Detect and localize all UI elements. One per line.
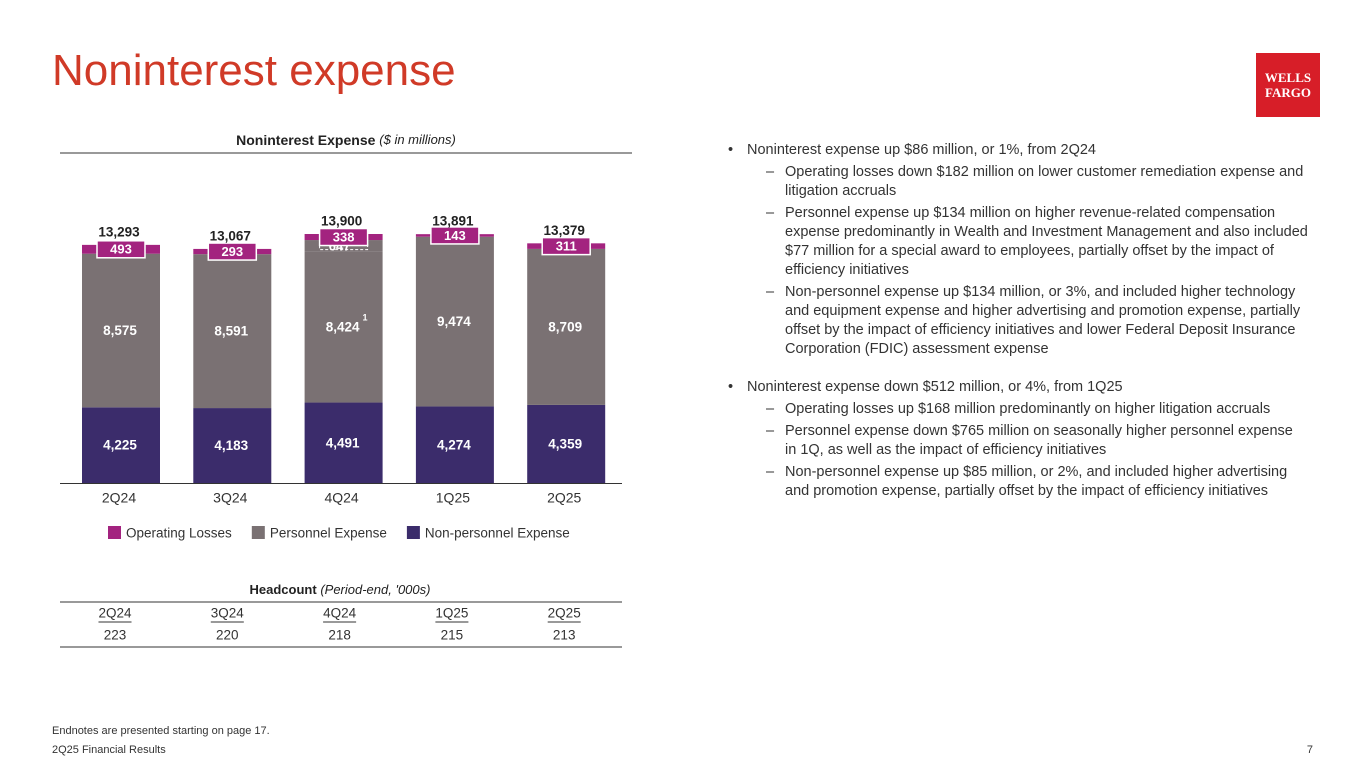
value-label: 8,575 (103, 323, 137, 338)
chart-title: Noninterest Expense ($ in millions) (236, 132, 456, 148)
value-label-box (430, 226, 480, 245)
table-cell: 213 (553, 628, 576, 643)
sub-bullet-text: Operating losses down $182 million on lo… (785, 164, 1304, 199)
chart-title-main: Noninterest Expense (236, 132, 375, 148)
value-label: 338 (333, 229, 355, 244)
value-label: 4,274 (437, 437, 471, 452)
logo: WELLS FARGO (1256, 53, 1320, 117)
x-tick-label: 3Q24 (213, 490, 247, 506)
table-cell: 218 (328, 628, 351, 643)
sub-bullet: Non-personnel expense up $134 million, o… (766, 283, 1308, 359)
value-label: 293 (221, 244, 243, 259)
logo-text: FARGO (1265, 85, 1311, 100)
legend-swatch (406, 526, 420, 539)
table-cell: 223 (104, 628, 127, 643)
headcount-title-main: Headcount (250, 582, 318, 597)
bar-segment (193, 254, 272, 409)
value-label: 4,225 (103, 438, 137, 453)
value-label-box (541, 236, 591, 256)
table-header: 1Q25 (435, 606, 468, 621)
footer-doc: 2Q25 Financial Results (52, 744, 166, 756)
x-tick-label: 1Q25 (436, 490, 470, 506)
logo-text: WELLS (1264, 70, 1312, 85)
bar-segment (304, 251, 383, 403)
total-label: 13,900 (321, 214, 362, 229)
value-label-box (96, 240, 146, 259)
value-label: 143 (444, 228, 466, 243)
total-label: 13,891 (432, 214, 474, 229)
value-label-box (207, 242, 258, 261)
bar-segment (527, 404, 606, 483)
value-label: 4,359 (548, 437, 582, 452)
sub-bullet-text: Personnel expense up $134 million on hig… (785, 205, 1308, 278)
bullet-list: Noninterest expense up $86 million, or 1… (728, 141, 1308, 520)
sub-bullet: Personnel expense up $134 million on hig… (766, 204, 1308, 280)
table-cell: 215 (441, 628, 464, 643)
sub-bullet: Personnel expense down $765 million on s… (766, 422, 1308, 460)
sub-bullet-text: Non-personnel expense up $85 million, or… (785, 464, 1288, 499)
value-label: 9,474 (437, 314, 471, 329)
bar-segment (304, 402, 383, 483)
value-label: 493 (110, 242, 132, 257)
legend-swatch (108, 526, 121, 539)
value-label: 311 (556, 239, 577, 254)
value-label: 8,424 (326, 320, 360, 335)
table-header: 4Q24 (323, 606, 357, 621)
total-label: 13,293 (98, 224, 140, 239)
sub-bullet: Operating losses up $168 million predomi… (766, 400, 1308, 419)
legend-label: Operating Losses (126, 526, 232, 541)
bar-segment (415, 406, 494, 483)
legend-swatch (251, 526, 265, 539)
bullet-text: Noninterest expense up $86 million, or 1… (747, 142, 1096, 158)
value-label: 4,491 (326, 435, 360, 450)
bar-segment (415, 236, 494, 407)
x-tick-label: 2Q25 (547, 490, 581, 506)
legend-label: Non-personnel Expense (425, 526, 570, 541)
sub-bullet: Operating losses down $182 million on lo… (766, 163, 1308, 201)
chart-subtitle: ($ in millions) (379, 132, 456, 147)
sub-bullet-text: Non-personnel expense up $134 million, o… (785, 284, 1301, 357)
sub-bullet: Non-personnel expense up $85 million, or… (766, 463, 1308, 501)
total-label: 13,067 (210, 228, 251, 243)
bullet: Noninterest expense up $86 million, or 1… (728, 141, 1308, 359)
table-header: 3Q24 (211, 606, 245, 621)
bullet-text: Noninterest expense down $512 million, o… (747, 379, 1123, 395)
page-title: Noninterest expense (52, 46, 456, 95)
value-label: 8,709 (548, 319, 582, 334)
table-header: 2Q25 (548, 606, 581, 621)
bar-segment (193, 408, 272, 483)
x-tick-label: 2Q24 (102, 490, 136, 506)
table-header: 2Q24 (98, 606, 132, 621)
page-number: 7 (1306, 744, 1313, 756)
bullets: Noninterest expense up $86 million, or 1… (728, 141, 1308, 501)
sub-bullet-text: Operating losses up $168 million predomi… (785, 401, 1271, 417)
table-cell: 220 (216, 628, 239, 643)
value-label: 8,591 (214, 324, 248, 339)
legend-label: Personnel Expense (270, 526, 387, 541)
footnote-mark: 1 (362, 312, 367, 322)
bar-segment (82, 407, 160, 483)
headcount-title: Headcount (Period-end, '000s) (250, 582, 431, 597)
x-tick-label: 4Q24 (324, 490, 358, 506)
total-label: 13,379 (544, 223, 585, 238)
bullet: Noninterest expense down $512 million, o… (728, 378, 1308, 501)
bar-segment (527, 248, 606, 405)
sub-bullet-text: Personnel expense down $765 million on s… (785, 423, 1293, 458)
headcount-subtitle: (Period-end, '000s) (320, 582, 430, 597)
bar-segment (82, 253, 160, 408)
value-label: 4,183 (214, 438, 248, 453)
sub-bullets: Operating losses up $168 million predomi… (747, 400, 1308, 501)
value-label-box (318, 227, 369, 247)
sub-bullets: Operating losses down $182 million on lo… (747, 163, 1308, 359)
endnote: Endnotes are presented starting on page … (52, 725, 270, 737)
